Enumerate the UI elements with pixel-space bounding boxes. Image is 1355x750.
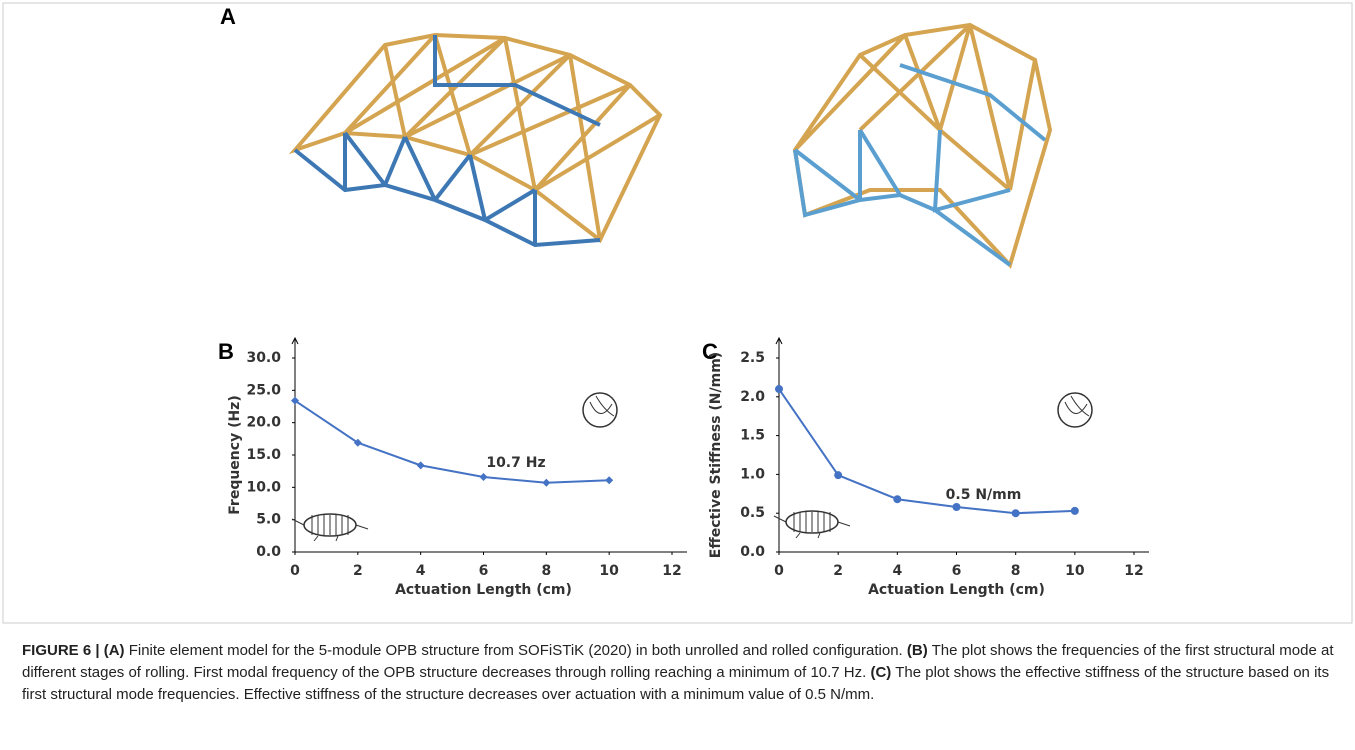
- panel-label: A: [220, 4, 236, 29]
- x-tick-label: 8: [541, 563, 551, 579]
- y-tick-label: 5.0: [256, 512, 281, 528]
- x-tick-label: 2: [833, 563, 843, 579]
- figure-label: FIGURE 6 |: [22, 642, 100, 659]
- data-point: [1070, 506, 1079, 515]
- x-axis-label: Actuation Length (cm): [868, 582, 1045, 598]
- panel-label: B: [218, 339, 234, 364]
- y-axis-label: Frequency (Hz): [227, 395, 243, 514]
- caption-part-label: (C): [870, 664, 892, 681]
- isopod-icon: [773, 515, 851, 539]
- caption: FIGURE 6 | (A) Finite element model for …: [22, 640, 1342, 706]
- panel-label: C: [702, 339, 718, 364]
- caption-text: The plot shows the frequencies of the fi…: [22, 642, 1334, 681]
- caption-text: Finite element model for the 5-module OP…: [128, 642, 903, 659]
- y-tick-label: 10.0: [246, 479, 281, 495]
- rolled-model: [792, 22, 1053, 269]
- rolled-isopod-icon: [1064, 395, 1090, 417]
- y-tick-label: 15.0: [246, 447, 281, 463]
- y-axis-arrow: [291, 336, 299, 345]
- unrolled-model: [288, 32, 663, 248]
- data-point: [775, 385, 783, 394]
- data-line: [294, 399, 610, 484]
- y-tick-label: 0.0: [740, 544, 765, 560]
- x-tick-label: 12: [662, 563, 681, 579]
- caption-part-label: (A): [103, 642, 125, 659]
- x-tick-label: 8: [1011, 563, 1021, 579]
- rolled-isopod-icon: [582, 392, 618, 428]
- x-tick-label: 10: [599, 563, 619, 579]
- data-point: [893, 495, 902, 504]
- x-tick-label: 2: [353, 563, 363, 579]
- y-tick-label: 2.5: [740, 350, 765, 366]
- annotation: 10.7 Hz: [486, 455, 545, 471]
- x-axis-label: Actuation Length (cm): [395, 582, 572, 598]
- y-tick-label: 25.0: [246, 382, 281, 398]
- data-point: [1011, 509, 1020, 518]
- y-tick-label: 30.0: [246, 350, 281, 366]
- y-tick-label: 2.0: [740, 389, 765, 405]
- data-point: [416, 461, 425, 470]
- x-tick-label: 0: [774, 563, 784, 579]
- y-tick-label: 0.0: [256, 544, 281, 560]
- annotation: 0.5 N/mm: [946, 487, 1022, 503]
- data-point: [291, 396, 299, 405]
- rolled-isopod-icon: [1057, 392, 1093, 428]
- y-tick-label: 1.5: [740, 428, 765, 444]
- isopod-icon: [291, 518, 369, 542]
- data-point: [542, 478, 551, 487]
- x-tick-label: 12: [1124, 563, 1143, 579]
- data-point: [834, 471, 843, 480]
- x-tick-label: 10: [1065, 563, 1085, 579]
- figure-border: [2, 2, 1353, 624]
- x-tick-label: 4: [892, 563, 902, 579]
- data-point: [952, 502, 961, 511]
- x-tick-label: 0: [290, 563, 300, 579]
- data-point: [353, 438, 362, 447]
- rolled-isopod-icon: [589, 395, 615, 417]
- data-point: [479, 472, 488, 481]
- y-axis-arrow: [775, 336, 783, 345]
- x-tick-label: 6: [952, 563, 962, 579]
- y-axis-label: Effective Stiffness (N/mm): [708, 352, 724, 558]
- caption-part-label: (B): [906, 642, 928, 659]
- figure: A B0.05.010.015.020.025.030.00 2 4 6 8 10 12Ac…: [2, 2, 1353, 624]
- x-tick-label: 6: [479, 563, 489, 579]
- y-tick-label: 20.0: [246, 415, 281, 431]
- y-tick-label: 0.5: [740, 505, 765, 521]
- caption-text: The plot shows the effective stiffness o…: [22, 664, 1330, 703]
- x-tick-label: 4: [416, 563, 426, 579]
- data-line: [778, 388, 1075, 515]
- y-tick-label: 1.0: [740, 466, 765, 482]
- data-point: [605, 476, 614, 485]
